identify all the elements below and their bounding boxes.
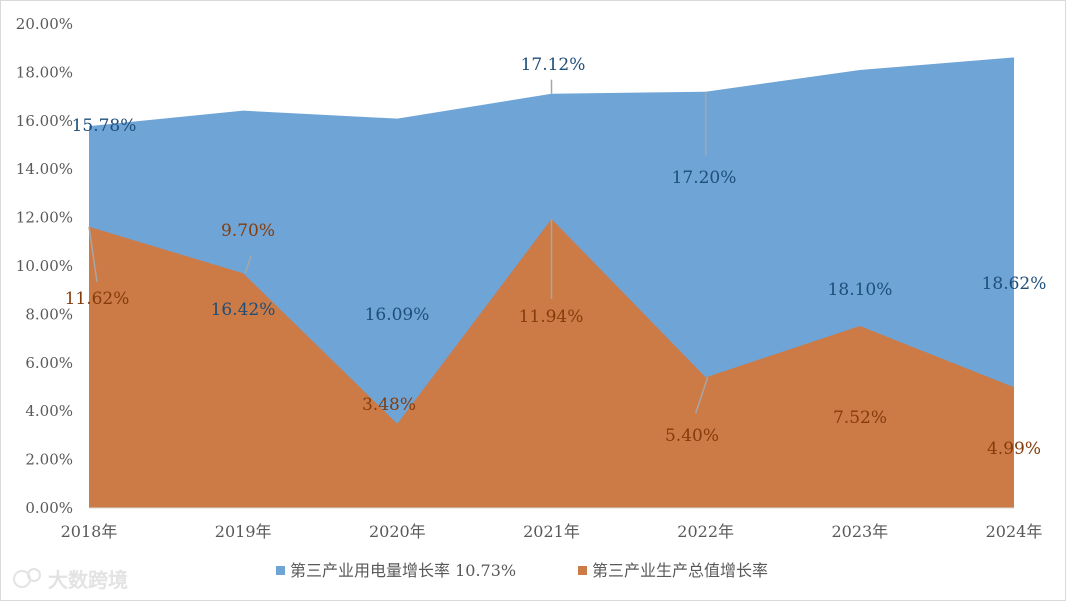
x-tick-label: 2021年 [523,522,580,541]
data-label-gdp: 11.94% [519,307,584,327]
y-tick-label: 6.00% [25,354,73,372]
leader-line [244,255,252,274]
legend-label-electricity: 第三产业用电量增长率 10.73% [290,561,516,580]
watermark-text: 大数跨境 [48,568,128,592]
series-area-gdp [89,219,1014,508]
data-label-electricity: 18.10% [828,280,893,300]
y-tick-label: 2.00% [25,451,73,469]
data-label-electricity: 17.12% [521,55,586,75]
x-tick-label: 2022年 [677,522,734,541]
x-tick-label: 2018年 [61,522,118,541]
x-tick-label: 2024年 [986,522,1043,541]
data-label-gdp: 4.99% [987,439,1041,459]
x-tick-label: 2023年 [831,522,888,541]
legend-swatch-electricity [276,566,285,575]
y-tick-label: 20.00% [16,15,73,33]
data-label-electricity: 18.62% [982,274,1047,294]
data-label-electricity: 16.09% [365,305,430,325]
x-tick-label: 2019年 [215,522,272,541]
leader-line [88,226,98,282]
data-label-gdp: 9.70% [221,221,275,241]
y-tick-label: 0.00% [25,499,73,517]
y-tick-label: 4.00% [25,402,73,420]
data-label-electricity: 16.42% [211,300,276,320]
y-tick-label: 12.00% [16,209,73,227]
y-tick-label: 16.00% [16,112,73,130]
data-label-gdp: 3.48% [362,395,416,415]
watermark-logo-icon [27,568,41,582]
legend-swatch-gdp [578,566,587,575]
leader-line [694,377,709,414]
y-tick-label: 18.00% [16,63,73,81]
y-tick-label: 14.00% [16,160,73,178]
data-label-gdp: 7.52% [833,408,887,428]
data-label-gdp: 5.40% [665,426,719,446]
data-label-electricity: 17.20% [672,168,737,188]
data-label-gdp: 11.62% [65,289,130,309]
legend-label-gdp: 第三产业生产总值增长率 [592,561,768,580]
x-tick-label: 2020年 [369,522,426,541]
data-label-electricity: 15.78% [72,116,137,136]
y-tick-label: 10.00% [16,257,73,275]
y-tick-label: 8.00% [25,305,73,323]
